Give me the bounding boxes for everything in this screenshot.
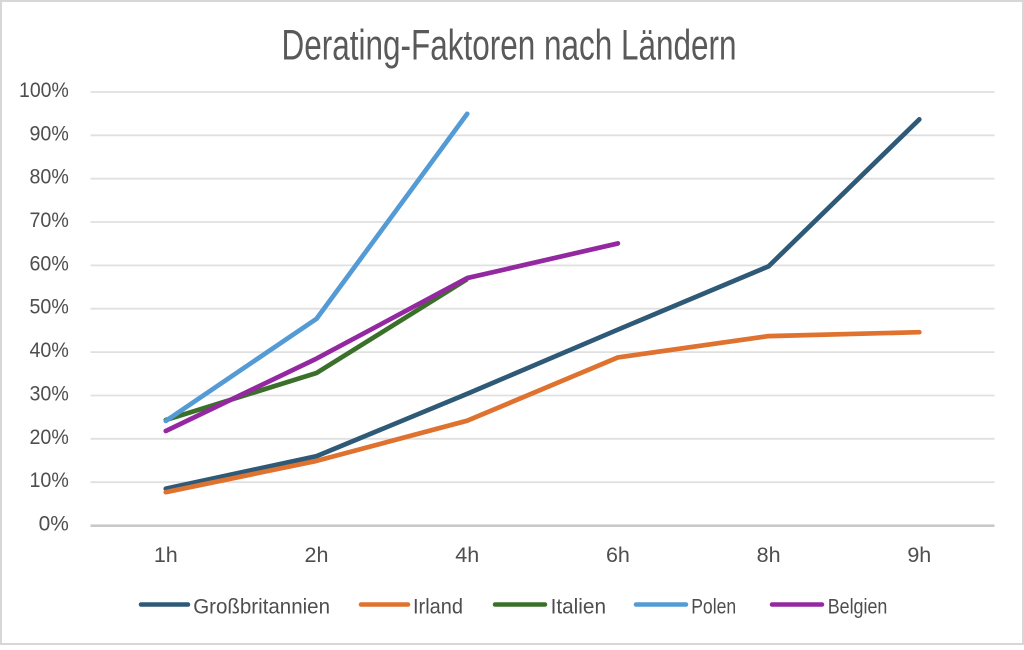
svg-text:Belgien: Belgien (828, 595, 888, 619)
svg-text:Großbritannien: Großbritannien (193, 595, 330, 619)
svg-text:Irland: Irland (413, 595, 463, 619)
svg-text:6h: 6h (606, 543, 630, 567)
svg-text:9h: 9h (907, 543, 931, 567)
svg-text:30%: 30% (30, 382, 69, 406)
svg-text:90%: 90% (30, 121, 69, 145)
svg-text:Polen: Polen (691, 595, 736, 619)
svg-text:Derating-Faktoren nach Ländern: Derating-Faktoren nach Ländern (282, 22, 737, 70)
svg-text:4h: 4h (455, 543, 479, 567)
svg-text:1h: 1h (154, 543, 178, 567)
svg-text:8h: 8h (757, 543, 781, 567)
svg-text:20%: 20% (30, 425, 69, 449)
svg-text:50%: 50% (30, 295, 69, 319)
svg-text:40%: 40% (30, 338, 69, 362)
svg-text:0%: 0% (39, 512, 69, 536)
svg-text:60%: 60% (30, 251, 69, 275)
svg-text:80%: 80% (30, 165, 69, 189)
svg-text:100%: 100% (19, 78, 69, 102)
svg-text:70%: 70% (30, 208, 69, 232)
svg-text:Italien: Italien (551, 595, 606, 619)
svg-text:10%: 10% (30, 468, 69, 492)
svg-text:2h: 2h (305, 543, 329, 567)
